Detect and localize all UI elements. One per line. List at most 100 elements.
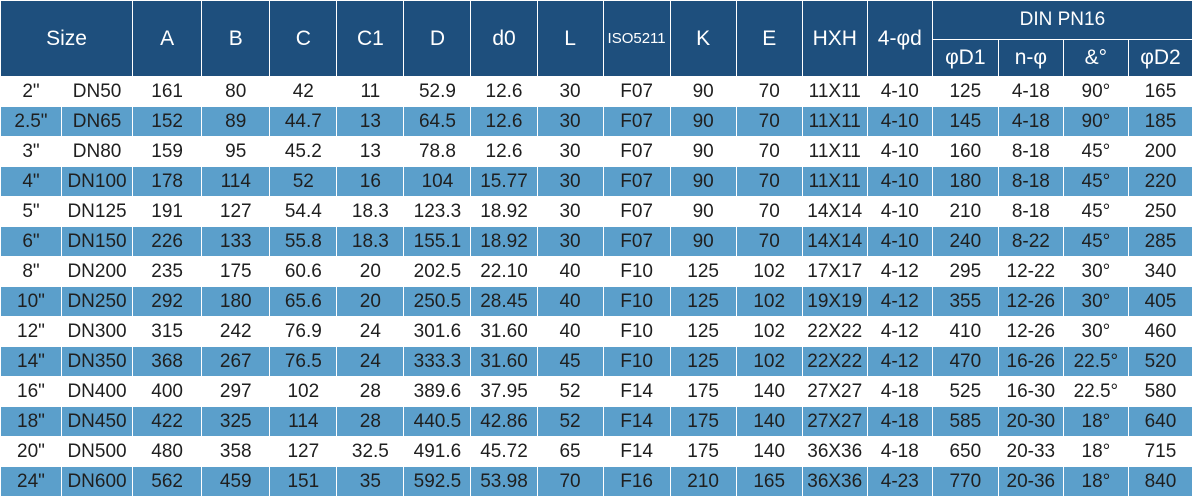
table-row: 6" DN150 226 133 55.8 18.3 155.1 18.92 30 F07 90 70… bbox=[0, 226, 1193, 257]
cell-size-dn: DN50 bbox=[60, 76, 134, 107]
cell-phi-d2: 640 bbox=[1127, 406, 1193, 437]
cell-size-dn: DN80 bbox=[60, 136, 134, 167]
cell-a: 368 bbox=[132, 346, 203, 377]
cell-c: 42 bbox=[269, 76, 338, 107]
cell-e: 165 bbox=[735, 466, 803, 497]
cell-hxh: 36X36 bbox=[801, 436, 868, 467]
cell-angle: 90° bbox=[1062, 106, 1129, 137]
cell-phi-d2: 165 bbox=[1127, 76, 1193, 107]
cell-d: 64.5 bbox=[403, 106, 472, 137]
cell-e: 70 bbox=[735, 166, 803, 197]
cell-hxh: 19X19 bbox=[801, 286, 868, 317]
cell-hxh: 14X14 bbox=[801, 196, 868, 227]
cell-a: 315 bbox=[132, 316, 203, 347]
cell-e: 102 bbox=[735, 346, 803, 377]
table-row: 3" DN80 159 95 45.2 13 78.8 12.6 30 F07 90 70 11X11 4… bbox=[0, 136, 1193, 167]
cell-phi-d1: 160 bbox=[931, 136, 999, 167]
cell-l: 30 bbox=[536, 76, 604, 107]
cell-angle: 45° bbox=[1062, 226, 1129, 257]
header-holes: 4-φd bbox=[866, 0, 933, 77]
cell-holes: 4-10 bbox=[866, 196, 933, 227]
table-row: 2" DN50 161 80 42 11 52.9 12.6 30 F07 90 70 11X11 4-1… bbox=[0, 76, 1193, 107]
cell-c: 127 bbox=[269, 436, 338, 467]
cell-phi-d1: 650 bbox=[931, 436, 999, 467]
cell-hxh: 36X36 bbox=[801, 466, 868, 497]
cell-phi-d2: 285 bbox=[1127, 226, 1193, 257]
cell-angle: 45° bbox=[1062, 136, 1129, 167]
table-header: Size A B C C1 D d0 L ISO5211 K E HXH 4-φ… bbox=[0, 0, 1193, 77]
cell-e: 70 bbox=[735, 76, 803, 107]
cell-size-dn: DN400 bbox=[60, 376, 134, 407]
cell-size-dn: DN500 bbox=[60, 436, 134, 467]
cell-n-phi: 4-18 bbox=[997, 106, 1064, 137]
header-phi-d1: φD1 bbox=[931, 39, 999, 77]
cell-c1: 28 bbox=[336, 376, 405, 407]
cell-b: 133 bbox=[201, 226, 271, 257]
cell-d: 301.6 bbox=[403, 316, 472, 347]
cell-k: 125 bbox=[669, 346, 737, 377]
cell-c1: 24 bbox=[336, 346, 405, 377]
cell-d0: 28.45 bbox=[470, 286, 538, 317]
cell-angle: 90° bbox=[1062, 76, 1129, 107]
cell-n-phi: 20-33 bbox=[997, 436, 1064, 467]
cell-l: 40 bbox=[536, 316, 604, 347]
cell-k: 90 bbox=[669, 136, 737, 167]
cell-b: 459 bbox=[201, 466, 271, 497]
cell-d: 491.6 bbox=[403, 436, 472, 467]
cell-d: 52.9 bbox=[403, 76, 472, 107]
cell-hxh: 11X11 bbox=[801, 136, 868, 167]
cell-size-dn: DN100 bbox=[60, 166, 134, 197]
table-body: 2" DN50 161 80 42 11 52.9 12.6 30 F07 90 70 11X11 4-1… bbox=[0, 76, 1193, 497]
cell-phi-d2: 520 bbox=[1127, 346, 1193, 377]
cell-phi-d2: 185 bbox=[1127, 106, 1193, 137]
cell-n-phi: 12-26 bbox=[997, 286, 1064, 317]
cell-k: 125 bbox=[669, 316, 737, 347]
cell-c1: 24 bbox=[336, 316, 405, 347]
cell-size-inch: 2" bbox=[0, 76, 62, 107]
cell-c: 76.9 bbox=[269, 316, 338, 347]
cell-angle: 30° bbox=[1062, 286, 1129, 317]
cell-size-inch: 14" bbox=[0, 346, 62, 377]
cell-hxh: 11X11 bbox=[801, 166, 868, 197]
cell-c: 65.6 bbox=[269, 286, 338, 317]
header-phi-d2: φD2 bbox=[1127, 39, 1193, 77]
cell-iso5211: F14 bbox=[602, 436, 671, 467]
cell-b: 127 bbox=[201, 196, 271, 227]
cell-c1: 13 bbox=[336, 136, 405, 167]
table-row: 8" DN200 235 175 60.6 20 202.5 22.10 40 F10 125 102… bbox=[0, 256, 1193, 287]
cell-phi-d2: 715 bbox=[1127, 436, 1193, 467]
table-row: 24" DN600 562 459 151 35 592.5 53.98 70 F16 210 165… bbox=[0, 466, 1193, 497]
header-size: Size bbox=[0, 0, 134, 77]
header-l: L bbox=[536, 0, 604, 77]
cell-size-inch: 10" bbox=[0, 286, 62, 317]
cell-d: 155.1 bbox=[403, 226, 472, 257]
cell-iso5211: F10 bbox=[602, 256, 671, 287]
cell-size-inch: 4" bbox=[0, 166, 62, 197]
cell-n-phi: 8-18 bbox=[997, 166, 1064, 197]
cell-phi-d1: 180 bbox=[931, 166, 999, 197]
cell-b: 89 bbox=[201, 106, 271, 137]
cell-k: 90 bbox=[669, 166, 737, 197]
cell-d0: 12.6 bbox=[470, 76, 538, 107]
cell-d: 250.5 bbox=[403, 286, 472, 317]
header-d0: d0 bbox=[470, 0, 538, 77]
cell-hxh: 17X17 bbox=[801, 256, 868, 287]
cell-c: 102 bbox=[269, 376, 338, 407]
cell-iso5211: F10 bbox=[602, 316, 671, 347]
cell-d0: 37.95 bbox=[470, 376, 538, 407]
cell-angle: 22.5° bbox=[1062, 346, 1129, 377]
cell-n-phi: 8-18 bbox=[997, 136, 1064, 167]
cell-a: 422 bbox=[132, 406, 203, 437]
cell-k: 125 bbox=[669, 256, 737, 287]
cell-phi-d2: 250 bbox=[1127, 196, 1193, 227]
cell-b: 180 bbox=[201, 286, 271, 317]
cell-hxh: 14X14 bbox=[801, 226, 868, 257]
cell-c1: 11 bbox=[336, 76, 405, 107]
cell-hxh: 11X11 bbox=[801, 106, 868, 137]
cell-n-phi: 16-26 bbox=[997, 346, 1064, 377]
cell-size-inch: 12" bbox=[0, 316, 62, 347]
cell-holes: 4-12 bbox=[866, 346, 933, 377]
cell-phi-d2: 200 bbox=[1127, 136, 1193, 167]
cell-holes: 4-10 bbox=[866, 166, 933, 197]
cell-c: 55.8 bbox=[269, 226, 338, 257]
